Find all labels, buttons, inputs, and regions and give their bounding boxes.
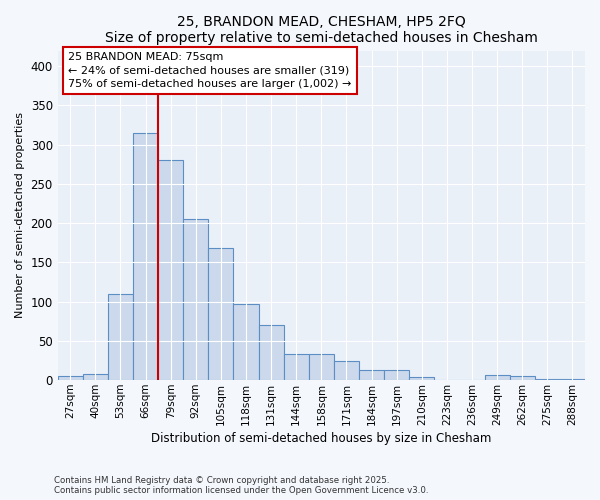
Bar (284, 354, 309, 380)
Bar (208, 248, 233, 380)
Bar (384, 370, 409, 380)
Bar (183, 220, 208, 380)
Bar (334, 360, 359, 380)
Text: Contains HM Land Registry data © Crown copyright and database right 2025.
Contai: Contains HM Land Registry data © Crown c… (54, 476, 428, 495)
Bar (233, 304, 259, 380)
Bar (83, 374, 108, 380)
Y-axis label: Number of semi-detached properties: Number of semi-detached properties (15, 112, 25, 318)
Bar (58, 376, 83, 380)
Bar (108, 294, 133, 380)
Bar (309, 354, 334, 380)
Bar (259, 325, 284, 380)
Title: 25, BRANDON MEAD, CHESHAM, HP5 2FQ
Size of property relative to semi-detached ho: 25, BRANDON MEAD, CHESHAM, HP5 2FQ Size … (105, 15, 538, 45)
Bar (409, 377, 434, 380)
Bar (359, 370, 384, 380)
Bar (158, 160, 183, 380)
Bar (133, 133, 158, 380)
Bar (535, 378, 560, 380)
Text: 25 BRANDON MEAD: 75sqm
← 24% of semi-detached houses are smaller (319)
75% of se: 25 BRANDON MEAD: 75sqm ← 24% of semi-det… (68, 52, 352, 88)
Bar (509, 376, 535, 380)
Bar (485, 376, 509, 380)
X-axis label: Distribution of semi-detached houses by size in Chesham: Distribution of semi-detached houses by … (151, 432, 491, 445)
